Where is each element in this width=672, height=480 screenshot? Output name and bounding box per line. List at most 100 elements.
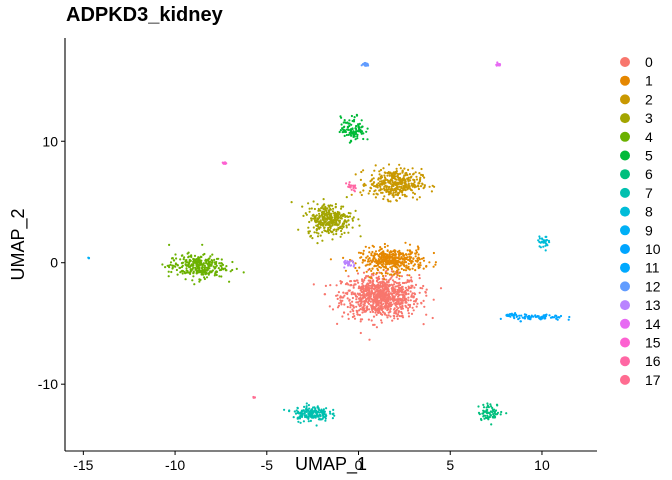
point — [351, 300, 354, 303]
point — [399, 251, 402, 254]
point — [171, 267, 174, 270]
point — [364, 245, 367, 248]
point — [387, 314, 390, 317]
point — [201, 243, 204, 246]
point — [358, 122, 361, 125]
point — [403, 181, 406, 184]
point — [345, 224, 348, 227]
point — [413, 263, 416, 266]
point — [391, 279, 395, 282]
point — [389, 192, 392, 195]
point — [180, 265, 184, 269]
point — [203, 264, 206, 267]
point — [209, 255, 212, 258]
point — [392, 195, 395, 198]
legend-item-14: 14 — [620, 316, 661, 332]
point — [425, 265, 428, 268]
point — [340, 205, 343, 208]
point — [527, 316, 530, 319]
point — [384, 272, 387, 275]
point — [378, 271, 381, 274]
point — [220, 258, 223, 261]
point — [413, 192, 416, 195]
legend-key — [620, 57, 630, 67]
legend-key — [620, 75, 630, 86]
point — [377, 304, 380, 307]
y-tick-label: 10 — [42, 133, 58, 149]
point — [368, 290, 371, 293]
point — [377, 182, 380, 185]
point — [183, 270, 186, 274]
point — [340, 123, 343, 126]
point — [394, 258, 397, 261]
legend-label: 12 — [645, 278, 661, 294]
point — [393, 308, 396, 311]
point — [311, 410, 314, 413]
point — [397, 256, 400, 260]
point — [362, 183, 365, 187]
point — [374, 295, 377, 298]
point — [407, 262, 410, 265]
point — [314, 221, 318, 224]
point — [340, 229, 343, 233]
point — [505, 412, 508, 415]
point — [354, 138, 357, 141]
point — [348, 261, 351, 264]
point — [335, 219, 338, 222]
point — [184, 259, 187, 262]
point — [344, 269, 347, 272]
point — [372, 177, 375, 180]
point — [513, 313, 516, 316]
point — [430, 190, 433, 193]
point — [217, 257, 220, 260]
point — [377, 275, 380, 278]
point — [328, 220, 331, 224]
point — [432, 298, 435, 301]
point — [369, 293, 372, 296]
point — [383, 312, 386, 315]
point — [400, 267, 403, 270]
point — [388, 251, 391, 254]
point — [544, 244, 547, 247]
point — [363, 277, 367, 280]
point — [311, 414, 314, 417]
point — [301, 409, 304, 412]
point — [370, 284, 373, 287]
point — [369, 279, 372, 282]
point — [387, 290, 390, 293]
point — [339, 214, 342, 218]
point — [305, 414, 308, 417]
legend-label: 1 — [645, 73, 653, 89]
point — [349, 284, 352, 287]
point — [382, 187, 385, 190]
point — [361, 287, 364, 291]
point — [393, 311, 396, 314]
point — [378, 290, 381, 293]
point — [367, 318, 370, 321]
point — [380, 188, 383, 191]
point — [392, 183, 395, 186]
point — [359, 128, 362, 131]
point — [371, 178, 374, 181]
point — [414, 171, 417, 174]
point — [332, 233, 335, 236]
point — [394, 170, 397, 174]
point — [434, 263, 437, 266]
point — [322, 207, 325, 210]
point — [362, 189, 365, 192]
point — [360, 132, 363, 135]
point — [310, 219, 313, 222]
point — [220, 262, 223, 265]
point — [396, 181, 399, 184]
point — [416, 198, 419, 201]
point — [362, 169, 365, 172]
point — [374, 285, 377, 288]
point — [397, 253, 400, 256]
point — [353, 317, 357, 320]
point — [404, 195, 407, 198]
point — [394, 172, 397, 175]
point — [333, 414, 336, 417]
point — [358, 266, 361, 269]
legend-label: 14 — [645, 316, 661, 332]
point — [481, 412, 484, 415]
